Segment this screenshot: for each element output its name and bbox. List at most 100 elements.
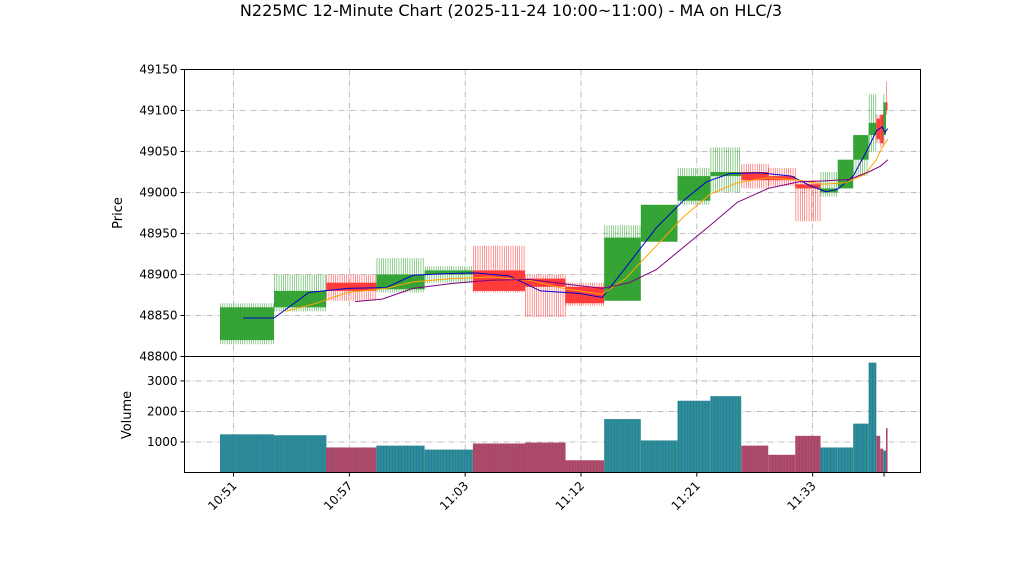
volume-bar [886, 428, 888, 473]
volume-bar [795, 435, 821, 473]
x-tick-label: 11:03 [437, 479, 471, 513]
price-frame [184, 69, 921, 357]
x-tick-label: 10:57 [321, 479, 355, 513]
candle [274, 274, 327, 312]
price-tick-label: 49050 [139, 145, 177, 159]
price-panel: 48800 48850 48900 48950 49000 49050 49100 49150… [111, 63, 921, 364]
volume-bar [640, 440, 678, 473]
price-tick-label: 48900 [139, 268, 177, 282]
price-y-ticks: 48800 48850 48900 48950 49000 49050 49100 49150 [139, 63, 185, 364]
volume-bar-fill [883, 450, 886, 473]
candle-body [677, 176, 711, 201]
candle [880, 114, 884, 148]
volume-bar [525, 442, 566, 473]
volume-tick-label: 3000 [147, 374, 178, 388]
volume-bar [677, 400, 711, 473]
volume-bar [820, 447, 838, 473]
candle-body [876, 118, 881, 140]
candle-body [868, 122, 877, 136]
candle [220, 303, 275, 345]
candle-body [326, 282, 377, 291]
volume-panel: 1000 2000 3000 Volume [120, 356, 921, 473]
volume-frame [184, 356, 921, 473]
volume-bar [274, 435, 327, 473]
candle [710, 147, 742, 193]
volume-bar [837, 447, 854, 473]
volume-bar [876, 435, 881, 473]
candle [424, 266, 473, 283]
candle [853, 135, 869, 177]
x-tick-label: 10:51 [205, 479, 239, 513]
volume-axis-label: Volume [120, 391, 135, 439]
price-tick-label: 49150 [139, 63, 177, 77]
candle-body [710, 172, 742, 177]
candle-body [820, 188, 838, 193]
candle-body [220, 307, 275, 341]
candle-body [424, 270, 473, 275]
moving-average-line [285, 138, 889, 312]
candle-body [640, 204, 678, 242]
volume-bar [880, 448, 884, 473]
candle [795, 180, 821, 222]
candle-body [880, 114, 884, 144]
volume-marks [220, 362, 888, 473]
candle-body [837, 159, 854, 189]
candle-body [886, 102, 888, 111]
volume-bar-fill [472, 443, 526, 473]
volume-bar-fill [604, 419, 641, 473]
x-tick-label: 11:33 [784, 479, 818, 513]
price-grid [184, 69, 921, 357]
candle-body [472, 270, 526, 291]
candle [472, 245, 526, 293]
volume-bar [376, 445, 425, 473]
price-tick-label: 48850 [139, 309, 177, 323]
candle [886, 81, 888, 115]
volume-bar-fill [640, 440, 678, 473]
moving-average-lines [243, 126, 889, 319]
volume-bar [741, 445, 769, 473]
volume-bar-fill [710, 396, 742, 473]
moving-average-line [243, 126, 889, 319]
x-tick-label: 11:12 [553, 479, 587, 513]
candle-body [525, 278, 566, 287]
volume-tick-label: 1000 [147, 435, 178, 449]
price-marks [220, 81, 888, 345]
candle [525, 274, 566, 318]
candle-body [565, 286, 605, 304]
candle-body [604, 237, 641, 301]
volume-bar-fill [424, 449, 473, 473]
volume-bar [710, 396, 742, 473]
volume-y-ticks: 1000 2000 3000 [147, 374, 185, 449]
volume-bar [768, 454, 796, 473]
candle [677, 167, 711, 205]
moving-average-line [355, 159, 889, 303]
volume-bar [326, 447, 377, 473]
price-tick-label: 48800 [139, 350, 177, 364]
price-tick-label: 49000 [139, 186, 177, 200]
candle-body [853, 135, 869, 160]
candle-body [883, 102, 886, 136]
x-axis-ticks: 10:51 10:57 11:03 11:12 11:21 11:33 [205, 472, 885, 513]
candle [883, 94, 886, 144]
candle [640, 204, 678, 242]
price-tick-label: 49100 [139, 104, 177, 118]
volume-bar-fill [741, 445, 769, 473]
volume-bar-fill [677, 400, 711, 473]
volume-bar [883, 450, 886, 473]
volume-bar [565, 460, 605, 473]
volume-bar-fill [876, 435, 881, 473]
volume-bar [424, 449, 473, 473]
volume-bar [220, 434, 275, 473]
volume-bar-fill [880, 448, 884, 473]
chart-title: N225MC 12-Minute Chart (2025-11-24 10:00… [240, 1, 782, 20]
volume-bar [472, 443, 526, 473]
price-axis-label: Price [111, 197, 126, 229]
volume-bar-fill [525, 442, 566, 473]
price-tick-label: 48950 [139, 227, 177, 241]
volume-bar-fill [274, 435, 327, 473]
candle [868, 94, 877, 152]
volume-bar [868, 362, 877, 473]
candle-body [768, 176, 796, 181]
volume-bar-fill [820, 447, 838, 473]
